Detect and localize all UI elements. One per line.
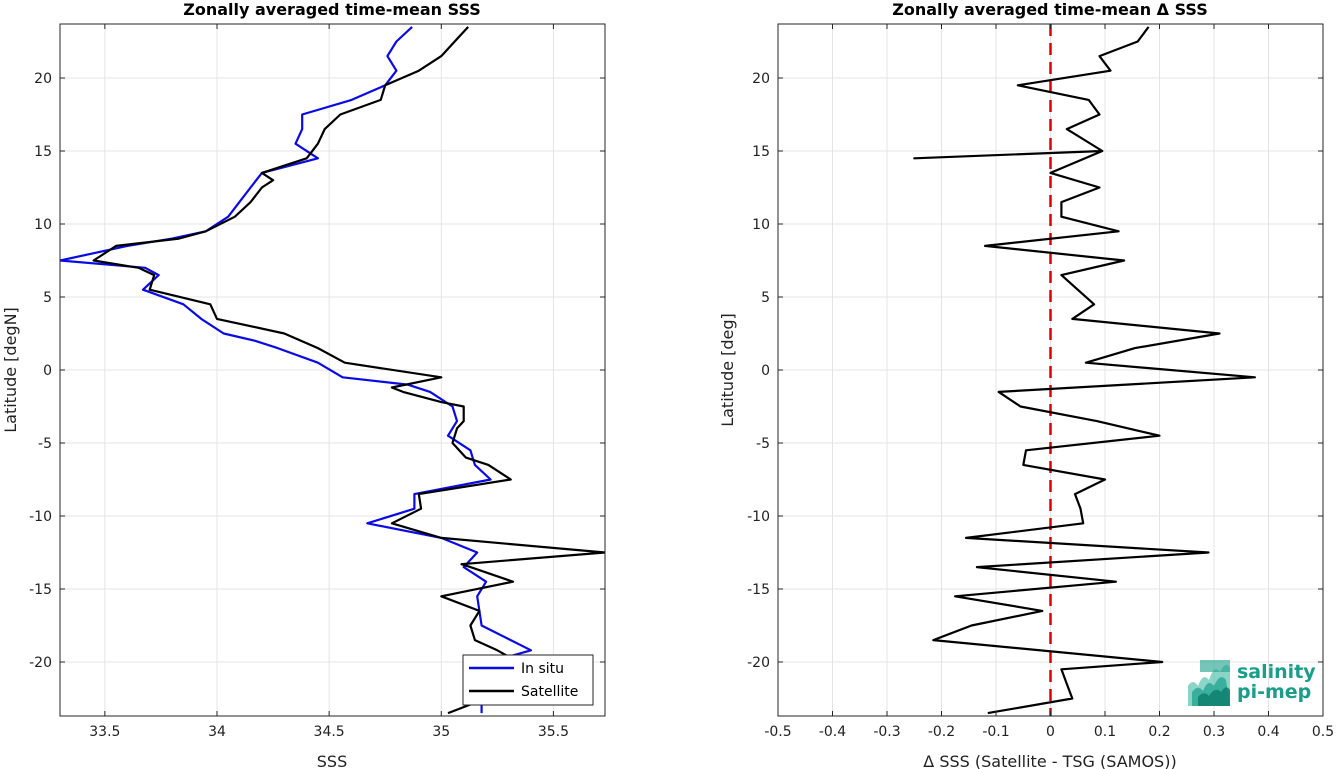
right-y-tick-label: -10 <box>747 509 770 525</box>
right-x-tick-label: -0.1 <box>982 724 1009 740</box>
wave-logo-icon <box>1188 660 1230 706</box>
right-x-tick-label: 0.5 <box>1312 724 1334 740</box>
left-tick-labels: 33.5 34 34.5 35 35.5 -20 -15 -10 -5 0 5 10 15 20 <box>29 24 605 740</box>
logo-text-line1: salinity <box>1237 661 1316 683</box>
logo-text-line2: pi-mep <box>1237 681 1311 703</box>
left-series-line-satellite <box>92 26 605 715</box>
left-y-tick-label: 0 <box>43 363 52 379</box>
right-y-tick-label: 10 <box>752 217 770 233</box>
legend-label-in-situ: In situ <box>521 661 564 677</box>
right-chart-title: Zonally averaged time-mean Δ SSS <box>892 0 1208 19</box>
left-x-tick-label: 33.5 <box>89 724 120 740</box>
salinity-pi-mep-logo: salinity pi-mep <box>1188 660 1316 706</box>
right-x-tick-label: 0 <box>1046 724 1055 740</box>
right-x-tick-label: 0.1 <box>1094 724 1116 740</box>
left-y-axis-label: Latitude [degN] <box>1 307 20 433</box>
right-y-tick-label: 15 <box>752 144 770 160</box>
right-y-tick-label: -5 <box>756 436 770 452</box>
left-x-tick-label: 35 <box>432 724 450 740</box>
right-y-tick-label: -20 <box>747 655 770 671</box>
right-x-tick-label: -0.4 <box>819 724 846 740</box>
left-x-tick-label: 34.5 <box>314 724 345 740</box>
legend: In situ Satellite <box>462 654 594 706</box>
right-x-tick-label: -0.2 <box>928 724 955 740</box>
right-tick-labels: -0.5 -0.4 -0.3 -0.2 -0.1 0 0.1 0.2 0.3 0.4 0.5 -20 -… <box>747 24 1334 740</box>
right-y-tick-label: 5 <box>761 290 770 306</box>
left-x-tick-label: 35.5 <box>538 724 569 740</box>
left-y-tick-label: -20 <box>29 655 52 671</box>
right-y-tick-label: 0 <box>761 363 770 379</box>
right-x-tick-label: 0.2 <box>1148 724 1170 740</box>
right-y-tick-label: 20 <box>752 71 770 87</box>
right-x-axis-label: Δ SSS (Satellite - TSG (SAMOS)) <box>923 752 1176 769</box>
left-y-tick-label: -15 <box>29 582 52 598</box>
right-y-tick-label: -15 <box>747 582 770 598</box>
left-y-tick-label: -5 <box>38 436 52 452</box>
right-panel: Zonally averaged time-mean Δ SSS -0.5 -0.… <box>718 0 1334 769</box>
legend-label-satellite: Satellite <box>521 684 578 700</box>
left-y-tick-label: 15 <box>34 144 52 160</box>
left-y-tick-label: 10 <box>34 217 52 233</box>
right-x-tick-label: 0.3 <box>1203 724 1225 740</box>
right-x-tick-label: -0.3 <box>873 724 900 740</box>
left-series-lines <box>60 26 605 715</box>
left-panel: Zonally averaged time-mean SSS 33.5 34 34.… <box>1 0 606 769</box>
legend-box <box>462 654 594 706</box>
left-series-line-in-situ <box>60 26 533 714</box>
left-chart-title: Zonally averaged time-mean SSS <box>183 0 481 19</box>
left-x-tick-label: 34 <box>208 724 226 740</box>
left-y-tick-label: 20 <box>34 71 52 87</box>
left-y-tick-label: 5 <box>43 290 52 306</box>
left-x-axis-label: SSS <box>317 752 347 769</box>
right-x-tick-label: -0.5 <box>764 724 791 740</box>
left-y-tick-label: -10 <box>29 509 52 525</box>
right-x-tick-label: 0.4 <box>1257 724 1279 740</box>
right-series-line-delta-sss <box>913 26 1256 715</box>
right-series-lines <box>913 24 1256 716</box>
right-y-axis-label: Latitude [deg] <box>718 313 737 427</box>
left-gridlines <box>60 24 605 716</box>
